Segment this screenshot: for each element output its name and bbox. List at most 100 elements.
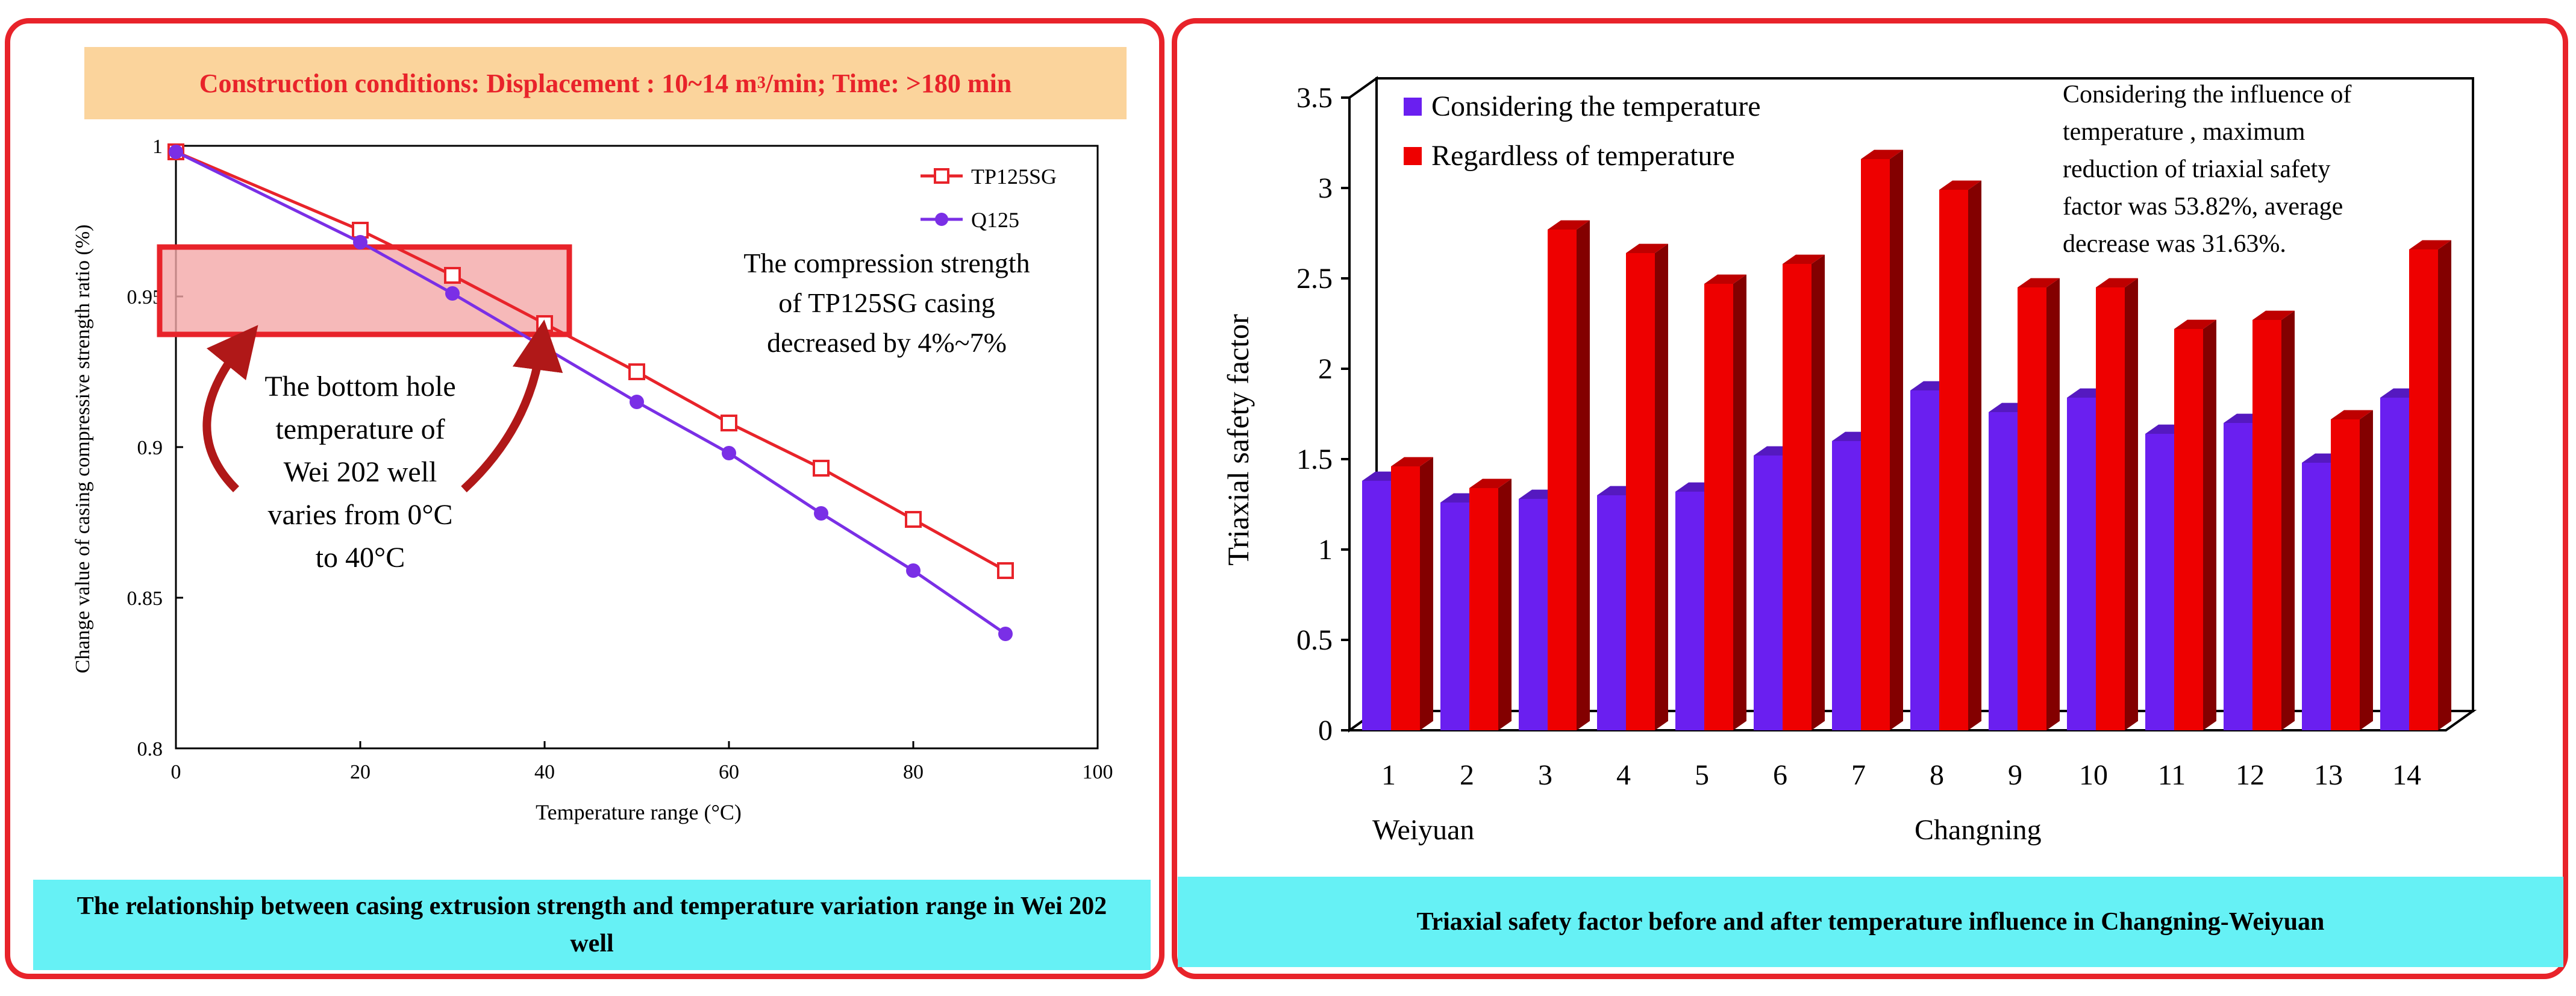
temperature-annotation-line-4: varies from 0°C (267, 499, 452, 531)
bar-considering (1910, 390, 1939, 730)
temperature-annotation-line-3: Wei 202 well (284, 456, 437, 488)
bar-top-regardless (1469, 478, 1512, 488)
strength-annotation-line-3: decreased by 4%~7% (767, 327, 1007, 358)
bar-considering (1362, 481, 1391, 730)
banner-suffix: /min; Time: >180 min (765, 68, 1012, 98)
group-label-weiyuan: Weiyuan (1372, 814, 1474, 846)
bar-category-label: 9 (2008, 759, 2022, 791)
bar-regardless (1939, 190, 1968, 730)
bar-side-regardless (2438, 240, 2451, 731)
bar-category-label: 1 (1381, 759, 1396, 791)
bar-considering (1989, 412, 2018, 730)
strength-annotation-line-2: of TP125SG casing (778, 287, 995, 318)
temperature-range-highlight (157, 244, 572, 337)
bar-category-label: 13 (2314, 759, 2343, 791)
strength-annotation-line-1: The compression strength (743, 248, 1030, 278)
bar-regardless (1469, 488, 1498, 730)
right-curved-arrow (461, 319, 563, 493)
bar-considering (2145, 434, 2174, 730)
bar-y-tick-label: 2.5 (1296, 263, 1333, 295)
bar-top-regardless (2174, 319, 2216, 329)
bar-side-regardless (2360, 410, 2373, 730)
bar-top-regardless (2018, 278, 2060, 287)
legend-label-regardless: Regardless of temperature (1431, 140, 1735, 172)
bar-top-regardless (1391, 457, 1433, 466)
bar-category-label: 12 (2236, 759, 2265, 791)
bar-y-tick-label: 1 (1318, 534, 1333, 566)
data-point-q125 (353, 235, 367, 249)
data-point-tp125sg (536, 315, 553, 332)
temperature-annotation-line-2: temperature of (275, 413, 445, 445)
temperature-annotation-line-5: to 40°C (316, 542, 405, 574)
line-x-tick-label: 80 (903, 761, 924, 783)
bar-category-label: 7 (1851, 759, 1866, 791)
bar-side-regardless (1890, 149, 1903, 731)
left-panel (5, 18, 1165, 979)
bar-note-line-2: temperature , maximum (2063, 118, 2306, 146)
data-point-tp125sg (997, 562, 1014, 579)
bar-category-label: 10 (2079, 759, 2108, 791)
legend-label-considering: Considering the temperature (1431, 90, 1761, 122)
right-chart-caption: Triaxial safety factor before and after … (1178, 877, 2563, 967)
data-point-q125 (906, 563, 921, 578)
data-point-tp125sg (444, 267, 461, 284)
data-point-tp125sg (905, 511, 922, 528)
line-legend: TP125SG Q125 (921, 164, 1057, 232)
legend-marker-tp125sg (934, 168, 949, 184)
bar-category-label: 4 (1616, 759, 1631, 791)
data-point-tp125sg (721, 415, 737, 431)
line-plot-frame (175, 145, 1099, 750)
legend-label-q125: Q125 (971, 208, 1019, 232)
line-x-tick-label: 60 (719, 761, 739, 783)
banner-sup: 3 (757, 74, 766, 92)
line-y-tick-label: 0.95 (127, 286, 163, 309)
bar-considering (1440, 503, 1469, 730)
bar-considering (1675, 492, 1704, 730)
bar-top-regardless (1939, 180, 1981, 190)
bar-side-regardless (1577, 220, 1590, 731)
data-point-q125 (445, 286, 460, 301)
bar-considering (1754, 456, 1783, 730)
bar-top-regardless (2252, 310, 2295, 320)
bar-regardless (1626, 253, 1655, 730)
legend-marker-q125 (935, 213, 948, 226)
bar-regardless (2018, 287, 2046, 730)
temperature-annotation: The bottom hole temperature of Wei 202 w… (202, 319, 563, 574)
data-point-q125 (814, 506, 828, 521)
bar-category-label: 5 (1695, 759, 1709, 791)
bar-top-regardless (2096, 278, 2138, 287)
bar-regardless (2331, 419, 2360, 730)
bar-category-label: 14 (2392, 759, 2421, 791)
bar-category-label: 6 (1773, 759, 1787, 791)
left-chart-caption: The relationship between casing extrusio… (33, 880, 1151, 970)
legend-swatch-regardless (1404, 147, 1422, 165)
bar-considering (2224, 423, 2252, 730)
data-point-q125 (722, 446, 736, 460)
bar-side-regardless (1968, 180, 1981, 731)
bar-top-regardless (1626, 243, 1668, 253)
strength-annotation: The compression strength of TP125SG casi… (743, 248, 1030, 358)
bar-y-tick-label: 2 (1318, 353, 1333, 385)
data-point-q125 (998, 627, 1013, 641)
line-y-tick-label: 0.8 (137, 738, 163, 760)
bar-y-tick-label: 3.5 (1296, 82, 1333, 114)
bar-considering (2380, 398, 2409, 730)
temperature-annotation-line-1: The bottom hole (264, 371, 455, 402)
bar-y-tick-label: 0.5 (1296, 624, 1333, 656)
bar-top-regardless (2409, 240, 2451, 249)
bar-chart: 00.511.522.533.5 1 2 3 4 5 6 7 8 9 10 11 12 13 14 Tri… (1221, 76, 2477, 846)
data-point-q125 (169, 145, 183, 159)
bar-top-regardless (1704, 274, 1746, 284)
line-y-axis-title: Change value of casing compressive stren… (72, 225, 94, 674)
bar-side-regardless (1733, 274, 1746, 731)
construction-conditions-banner: Construction conditions: Displacement : … (84, 47, 1127, 119)
bar-side-regardless (1420, 457, 1433, 730)
bar-side-regardless (2046, 278, 2060, 731)
bar-legend: Considering the temperature Regardless o… (1404, 90, 1761, 172)
bar-y-tick-label: 3 (1318, 172, 1333, 204)
bar-category-label: 2 (1460, 759, 1474, 791)
left-curved-arrow (202, 325, 258, 492)
bar-category-label: 3 (1538, 759, 1552, 791)
bar-regardless (1704, 284, 1733, 730)
bar-top-regardless (1783, 254, 1825, 264)
